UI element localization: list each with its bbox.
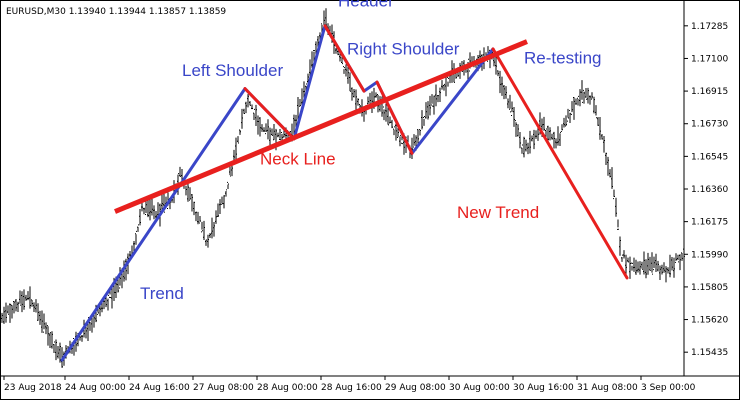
annotation-label: Right Shoulder (347, 40, 460, 59)
neck-line (114, 39, 528, 214)
pattern-line (243, 87, 296, 141)
y-tick-label: 1.16175 (691, 218, 728, 228)
annotations: Header Left Shoulder Right Shoulder Re-test… (140, 0, 601, 303)
annotation-label: Left Shoulder (182, 61, 283, 80)
x-tick-label: 24 Aug 16:00 (129, 383, 190, 393)
y-tick-label: 1.16730 (691, 120, 728, 130)
y-tick-label: 1.17285 (691, 22, 728, 32)
y-tick-label: 1.15990 (691, 250, 728, 260)
x-tick-label: 24 Aug 00:00 (65, 383, 126, 393)
annotation-label: New Trend (457, 203, 539, 222)
y-tick-label: 1.17100 (691, 54, 728, 64)
x-tick-label: 30 Aug 16:00 (513, 383, 574, 393)
x-tick-label: 29 Aug 08:00 (385, 383, 446, 393)
symbol-header: EURUSD,M30 1.13940 1.13944 1.13857 1.138… (6, 7, 226, 17)
x-tick-label: 27 Aug 08:00 (193, 383, 254, 393)
y-tick-label: 1.15620 (691, 316, 728, 326)
y-tick-label: 1.16915 (691, 87, 728, 97)
y-tick-label: 1.15805 (691, 283, 728, 293)
y-tick-label: 1.16545 (691, 152, 728, 162)
y-tick-label: 1.16360 (691, 185, 728, 195)
pattern-line (375, 80, 414, 155)
annotation-label: Trend (140, 284, 184, 303)
pattern-line (323, 24, 366, 93)
pattern-line (491, 47, 629, 280)
pattern-lines (60, 24, 629, 362)
annotation-label: Neck Line (260, 150, 336, 169)
annotation-label: Re-testing (524, 49, 601, 68)
x-tick-label: 23 Aug 2018 (4, 383, 62, 393)
x-tick-label: 30 Aug 00:00 (449, 383, 510, 393)
y-axis: 1.17285 1.17100 1.16915 1.16730 1.16545 1.163… (683, 0, 728, 376)
x-axis: 23 Aug 2018 24 Aug 00:00 24 Aug 16:00 27 Au… (0, 375, 740, 393)
x-tick-label: 3 Sep 00:00 (641, 383, 696, 393)
y-tick-label: 1.15435 (691, 348, 728, 358)
x-tick-label: 28 Aug 00:00 (257, 383, 318, 393)
x-tick-label: 28 Aug 16:00 (321, 383, 382, 393)
annotation-label: Header (338, 0, 394, 11)
x-tick-label: 31 Aug 08:00 (577, 383, 638, 393)
